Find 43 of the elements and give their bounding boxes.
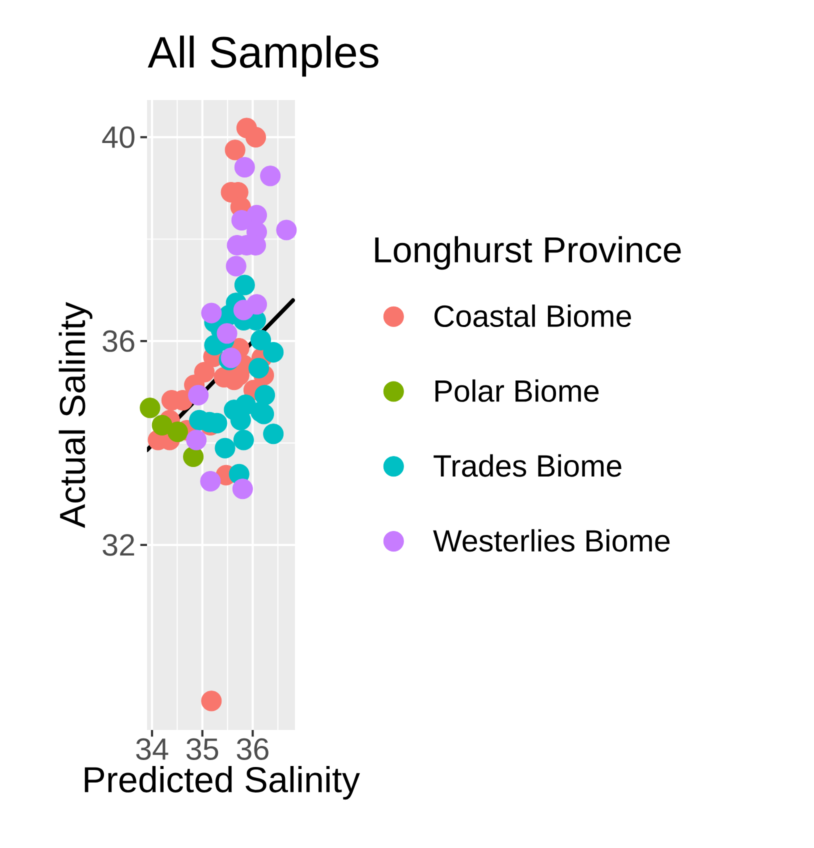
x-tick-label: 36 (236, 738, 268, 760)
y-tick-label: 36 (102, 330, 134, 352)
chart-title: All Samples (148, 36, 378, 77)
point (233, 430, 254, 450)
y-tick-label: 40 (102, 126, 134, 148)
point (235, 394, 256, 416)
legend-label: Trades Biome (434, 454, 622, 477)
point (216, 323, 238, 344)
point (248, 358, 270, 378)
point (226, 256, 246, 276)
point (167, 422, 188, 442)
point (263, 424, 284, 444)
x-tick-label: 34 (136, 738, 168, 760)
x-tick-label: 35 (186, 738, 218, 760)
point (201, 690, 222, 712)
point (224, 140, 246, 160)
legend-label: Westerlies Biome (433, 529, 670, 552)
y-tick-label: 32 (102, 534, 134, 556)
point (214, 438, 236, 458)
point (245, 126, 266, 148)
point (254, 384, 276, 406)
legend-label: Polar Biome (435, 379, 599, 402)
point (201, 302, 222, 324)
point (233, 300, 254, 320)
y-axis-title: Actual Salinity (58, 302, 92, 528)
point (250, 330, 272, 350)
point (152, 414, 172, 436)
point (276, 220, 297, 240)
point (188, 384, 209, 406)
point (140, 398, 160, 418)
x-axis-title: Predicted Salinity (84, 766, 360, 800)
point (263, 342, 284, 363)
legend-label: Coastal Biome (434, 304, 631, 328)
point (234, 157, 255, 178)
point (183, 446, 204, 468)
point (234, 274, 255, 296)
legend-title: Longhurst Province (375, 236, 681, 270)
point (194, 362, 215, 382)
point (260, 166, 281, 186)
point (186, 430, 207, 450)
point (231, 210, 252, 231)
point (200, 470, 221, 492)
point (232, 478, 253, 500)
